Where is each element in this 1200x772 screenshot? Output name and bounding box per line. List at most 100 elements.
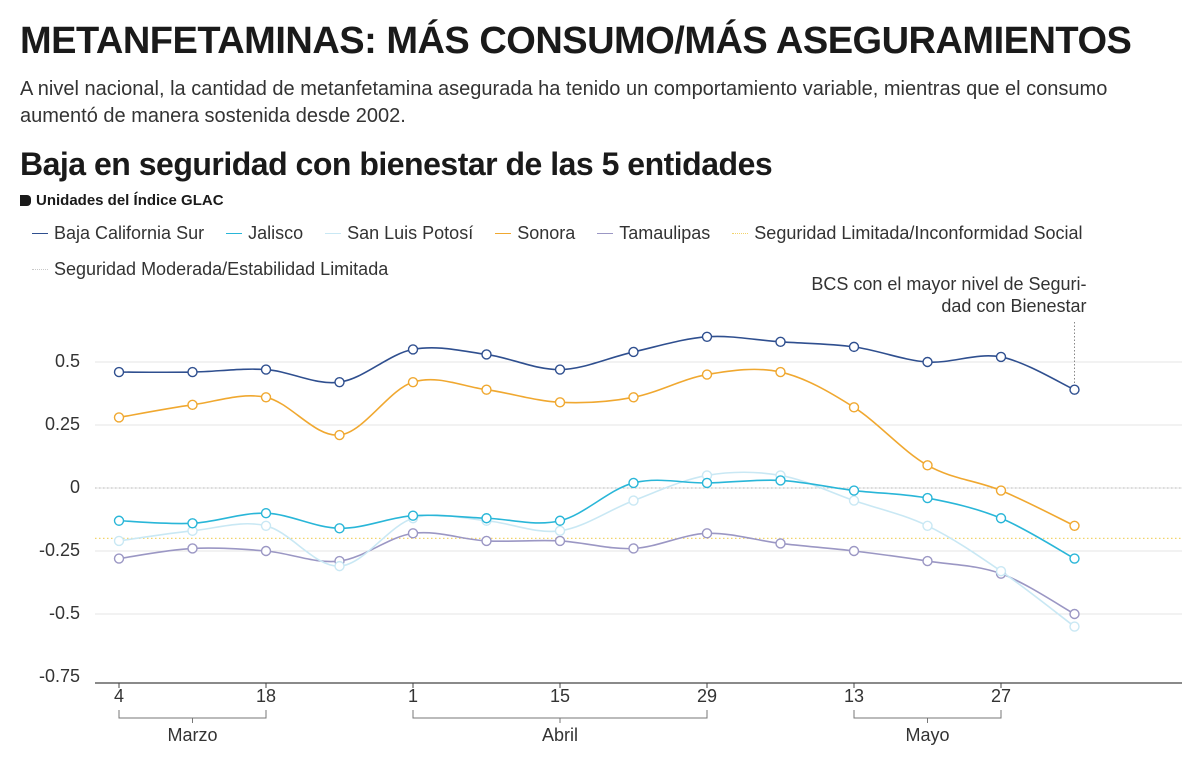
point: [628, 495, 639, 506]
point: [848, 485, 860, 496]
month-label: Abril: [542, 725, 578, 745]
legend-swatch: [325, 232, 342, 234]
point: [260, 508, 272, 519]
point: [260, 520, 272, 531]
point: [554, 515, 566, 526]
legend-item: Seguridad Moderada/Estabilidad Limitada: [32, 256, 388, 282]
y-axis-label: Unidades del Índice GLAC: [20, 192, 224, 209]
point: [187, 399, 198, 411]
point: [481, 384, 492, 395]
point: [334, 376, 345, 388]
point: [995, 351, 1007, 363]
legend-item: Seguridad Limitada/Inconformidad Social: [732, 220, 1083, 246]
series-line: [118, 368, 1075, 527]
point: [775, 538, 786, 549]
point: [334, 560, 345, 572]
point: [407, 344, 419, 355]
legend-item: Baja California Sur: [32, 220, 204, 246]
point: [848, 545, 860, 557]
x-tick-label: 18: [256, 686, 276, 706]
month-bracket: [412, 710, 708, 723]
point: [775, 366, 786, 378]
point: [848, 341, 860, 353]
point: [1069, 608, 1080, 620]
legend-swatch: [495, 232, 512, 234]
legend-label: Seguridad Limitada/Inconformidad Social: [754, 222, 1083, 243]
legend-swatch: [597, 232, 614, 234]
x-tick-label: 27: [991, 686, 1011, 706]
annotation: dad con Bienestar: [941, 296, 1086, 316]
point: [1069, 384, 1080, 395]
legend-item: Tamaulipas: [597, 220, 710, 246]
legend-label: San Luis Potosí: [347, 222, 474, 243]
point: [701, 528, 713, 539]
point: [1069, 621, 1080, 632]
point: [334, 429, 345, 441]
series-line: [118, 531, 1075, 615]
point: [848, 495, 860, 506]
legend-label: Baja California Sur: [54, 222, 205, 243]
point: [334, 523, 345, 534]
legend-swatch: [226, 232, 243, 234]
point: [260, 545, 272, 557]
y-tick-label: -0.5: [49, 603, 80, 623]
point: [260, 392, 272, 403]
y-tick-label: 0.5: [55, 351, 80, 371]
point: [628, 346, 639, 358]
month-bracket: [853, 710, 1002, 723]
month-label: Mayo: [905, 725, 949, 745]
point: [995, 565, 1007, 577]
y-tick-label: -0.25: [39, 540, 80, 560]
chart-title: Baja en seguridad con bienestar de las 5…: [20, 146, 773, 182]
point: [113, 412, 125, 423]
point: [922, 520, 933, 531]
y-tick-label: 0: [70, 477, 80, 497]
x-tick-label: 4: [114, 686, 124, 706]
point: [554, 525, 566, 537]
point: [407, 528, 419, 539]
legend-label: Sonora: [517, 222, 576, 243]
annotation: BCS con el mayor nivel de Seguri-: [811, 274, 1086, 294]
point: [113, 535, 125, 547]
point: [922, 492, 933, 504]
point: [260, 364, 272, 375]
point: [113, 515, 125, 526]
legend-item: Jalisco: [226, 220, 303, 246]
y-label-text: Unidades del Índice GLAC: [36, 192, 224, 209]
legend-swatch: [732, 232, 749, 234]
x-tick-label: 29: [697, 686, 717, 706]
icon: [20, 195, 31, 206]
month-bracket: [118, 710, 267, 723]
month-label: Marzo: [167, 725, 217, 745]
point: [187, 366, 198, 378]
x-tick-label: 13: [844, 686, 864, 706]
point: [187, 543, 198, 554]
point: [775, 475, 786, 486]
point: [995, 513, 1007, 524]
legend-item: San Luis Potosí: [325, 220, 473, 246]
point: [701, 477, 713, 489]
series-line: [118, 479, 1075, 560]
point: [922, 555, 933, 567]
legend: Baja California Sur Jalisco San Luis Potos…: [32, 220, 1182, 282]
point: [775, 336, 786, 348]
point: [628, 477, 639, 489]
legend-swatch: [32, 232, 48, 234]
legend-label: Seguridad Moderada/Estabilidad Limitada: [54, 258, 389, 279]
point: [701, 369, 713, 380]
y-tick-label: 0.25: [45, 414, 80, 434]
point: [187, 518, 198, 529]
x-tick-label: 15: [550, 686, 570, 706]
point: [113, 553, 125, 564]
point: [628, 392, 639, 403]
point: [481, 513, 492, 524]
point: [848, 402, 860, 413]
point: [554, 397, 566, 408]
point: [554, 535, 566, 547]
point: [407, 510, 419, 521]
legend-label: Jalisco: [248, 222, 304, 243]
page-subtitle: A nivel nacional, la cantidad de metanfe…: [20, 78, 1108, 127]
point: [922, 460, 933, 471]
